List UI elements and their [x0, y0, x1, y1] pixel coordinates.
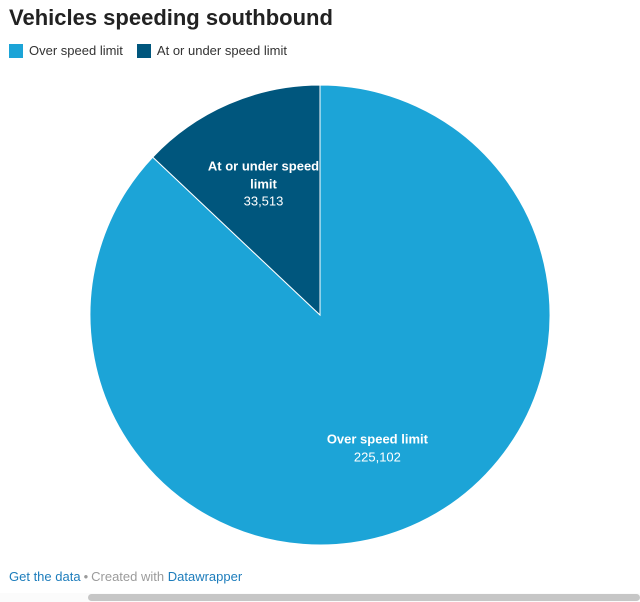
pie-slice-0: [89, 84, 551, 546]
legend-label-at-or-under-speed-limit: At or under speed limit: [156, 43, 287, 58]
footer: Get the data • Created with Datawrapper: [9, 569, 242, 584]
legend: Over speed limit At or under speed limit: [9, 43, 287, 58]
footer-separator: •: [83, 569, 89, 584]
horizontal-scrollbar-track: [0, 593, 640, 602]
legend-swatch-at-or-under-speed-limit: [136, 43, 151, 58]
legend-swatch-over-speed-limit: [9, 43, 23, 58]
footer-created-text: Created with: [91, 569, 165, 584]
pie-chart-area: Over speed limit 225,102 At or under speed…: [0, 66, 640, 556]
get-the-data-link[interactable]: Get the data: [9, 569, 81, 584]
legend-label-over-speed-limit: Over speed limit: [29, 43, 123, 58]
chart-title: Vehicles speeding southbound: [9, 5, 333, 30]
pie-svg: [89, 84, 551, 546]
pie-slice-1: [152, 84, 321, 317]
legend-item-at-or-under-speed-limit: At or under speed limit: [136, 43, 287, 58]
legend-item-over-speed-limit: Over speed limit: [9, 43, 123, 58]
horizontal-scrollbar-thumb[interactable]: [88, 594, 640, 601]
datawrapper-link[interactable]: Datawrapper: [167, 569, 243, 584]
